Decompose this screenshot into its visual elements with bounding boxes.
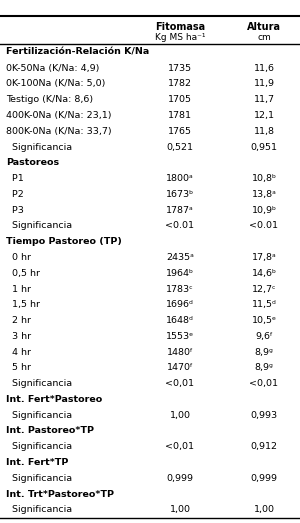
Text: 1,00: 1,00 [169, 411, 190, 420]
Text: 1,00: 1,00 [254, 505, 274, 515]
Text: Significancia: Significancia [6, 411, 72, 420]
Text: 10,8ᵇ: 10,8ᵇ [251, 174, 277, 183]
Text: 5 hr: 5 hr [6, 363, 31, 372]
Text: P2: P2 [6, 190, 24, 199]
Text: Pastoreos: Pastoreos [6, 158, 59, 167]
Text: 17,8ᵃ: 17,8ᵃ [252, 253, 276, 262]
Text: 1735: 1735 [168, 64, 192, 73]
Text: Fitomasa: Fitomasa [155, 22, 205, 32]
Text: 1964ᵇ: 1964ᵇ [166, 269, 194, 278]
Text: 9,6ᶠ: 9,6ᶠ [255, 332, 273, 341]
Text: 1705: 1705 [168, 95, 192, 104]
Text: 2435ᵃ: 2435ᵃ [166, 253, 194, 262]
Text: 1553ᵉ: 1553ᵉ [166, 332, 194, 341]
Text: 1765: 1765 [168, 127, 192, 136]
Text: 1781: 1781 [168, 111, 192, 120]
Text: 0 hr: 0 hr [6, 253, 31, 262]
Text: Altura: Altura [247, 22, 281, 32]
Text: 1783ᶜ: 1783ᶜ [166, 285, 194, 293]
Text: 11,8: 11,8 [254, 127, 274, 136]
Text: Significancia: Significancia [6, 505, 72, 515]
Text: Testigo (K/Na: 8,6): Testigo (K/Na: 8,6) [6, 95, 93, 104]
Text: 10,5ᵉ: 10,5ᵉ [251, 316, 277, 325]
Text: Significancia: Significancia [6, 221, 72, 231]
Text: 11,5ᵈ: 11,5ᵈ [252, 300, 276, 309]
Text: 4 hr: 4 hr [6, 348, 31, 357]
Text: <0.01: <0.01 [250, 221, 278, 231]
Text: 8,9ᵍ: 8,9ᵍ [255, 363, 273, 372]
Text: Tiempo Pastoreo (TP): Tiempo Pastoreo (TP) [6, 237, 122, 246]
Text: Fertilización-Relación K/Na: Fertilización-Relación K/Na [6, 48, 149, 57]
Text: 1648ᵈ: 1648ᵈ [166, 316, 194, 325]
Text: 1,00: 1,00 [169, 505, 190, 515]
Text: 12,7ᶜ: 12,7ᶜ [252, 285, 276, 293]
Text: Int. Fert*TP: Int. Fert*TP [6, 458, 68, 467]
Text: 1800ᵃ: 1800ᵃ [166, 174, 194, 183]
Text: 0,999: 0,999 [250, 474, 278, 483]
Text: 800K-0Na (K/Na: 33,7): 800K-0Na (K/Na: 33,7) [6, 127, 112, 136]
Text: 0,5 hr: 0,5 hr [6, 269, 40, 278]
Text: 11,7: 11,7 [254, 95, 274, 104]
Text: P3: P3 [6, 206, 24, 214]
Text: <0,01: <0,01 [166, 442, 194, 451]
Text: cm: cm [257, 33, 271, 42]
Text: Kg MS ha⁻¹: Kg MS ha⁻¹ [155, 33, 205, 42]
Text: P1: P1 [6, 174, 24, 183]
Text: 400K-0Na (K/Na: 23,1): 400K-0Na (K/Na: 23,1) [6, 111, 112, 120]
Text: 10,9ᵇ: 10,9ᵇ [251, 206, 277, 214]
Text: <0,01: <0,01 [250, 379, 278, 388]
Text: 1,5 hr: 1,5 hr [6, 300, 40, 309]
Text: Significancia: Significancia [6, 474, 72, 483]
Text: Significancia: Significancia [6, 379, 72, 388]
Text: Significancia: Significancia [6, 142, 72, 152]
Text: 0K-100Na (K/Na: 5,0): 0K-100Na (K/Na: 5,0) [6, 79, 105, 88]
Text: 1696ᵈ: 1696ᵈ [166, 300, 194, 309]
Text: 11,9: 11,9 [254, 79, 274, 88]
Text: 1787ᵃ: 1787ᵃ [166, 206, 194, 214]
Text: 1782: 1782 [168, 79, 192, 88]
Text: 1470ᶠ: 1470ᶠ [167, 363, 194, 372]
Text: 1 hr: 1 hr [6, 285, 31, 293]
Text: Significancia: Significancia [6, 442, 72, 451]
Text: 11,6: 11,6 [254, 64, 274, 73]
Text: 2 hr: 2 hr [6, 316, 31, 325]
Text: <0.01: <0.01 [166, 221, 194, 231]
Text: 0,951: 0,951 [250, 142, 278, 152]
Text: 0,999: 0,999 [167, 474, 194, 483]
Text: <0,01: <0,01 [166, 379, 194, 388]
Text: Int. Fert*Pastoreo: Int. Fert*Pastoreo [6, 395, 102, 404]
Text: 0,912: 0,912 [250, 442, 278, 451]
Text: 1480ᶠ: 1480ᶠ [167, 348, 194, 357]
Text: Int. Pastoreo*TP: Int. Pastoreo*TP [6, 426, 94, 436]
Text: 14,6ᵇ: 14,6ᵇ [251, 269, 277, 278]
Text: 0,521: 0,521 [167, 142, 194, 152]
Text: 13,8ᵃ: 13,8ᵃ [252, 190, 276, 199]
Text: Int. Trt*Pastoreo*TP: Int. Trt*Pastoreo*TP [6, 490, 114, 498]
Text: 3 hr: 3 hr [6, 332, 31, 341]
Text: 0,993: 0,993 [250, 411, 278, 420]
Text: 0K-50Na (K/Na: 4,9): 0K-50Na (K/Na: 4,9) [6, 64, 99, 73]
Text: 1673ᵇ: 1673ᵇ [166, 190, 194, 199]
Text: 12,1: 12,1 [254, 111, 274, 120]
Text: 8,9ᵍ: 8,9ᵍ [255, 348, 273, 357]
